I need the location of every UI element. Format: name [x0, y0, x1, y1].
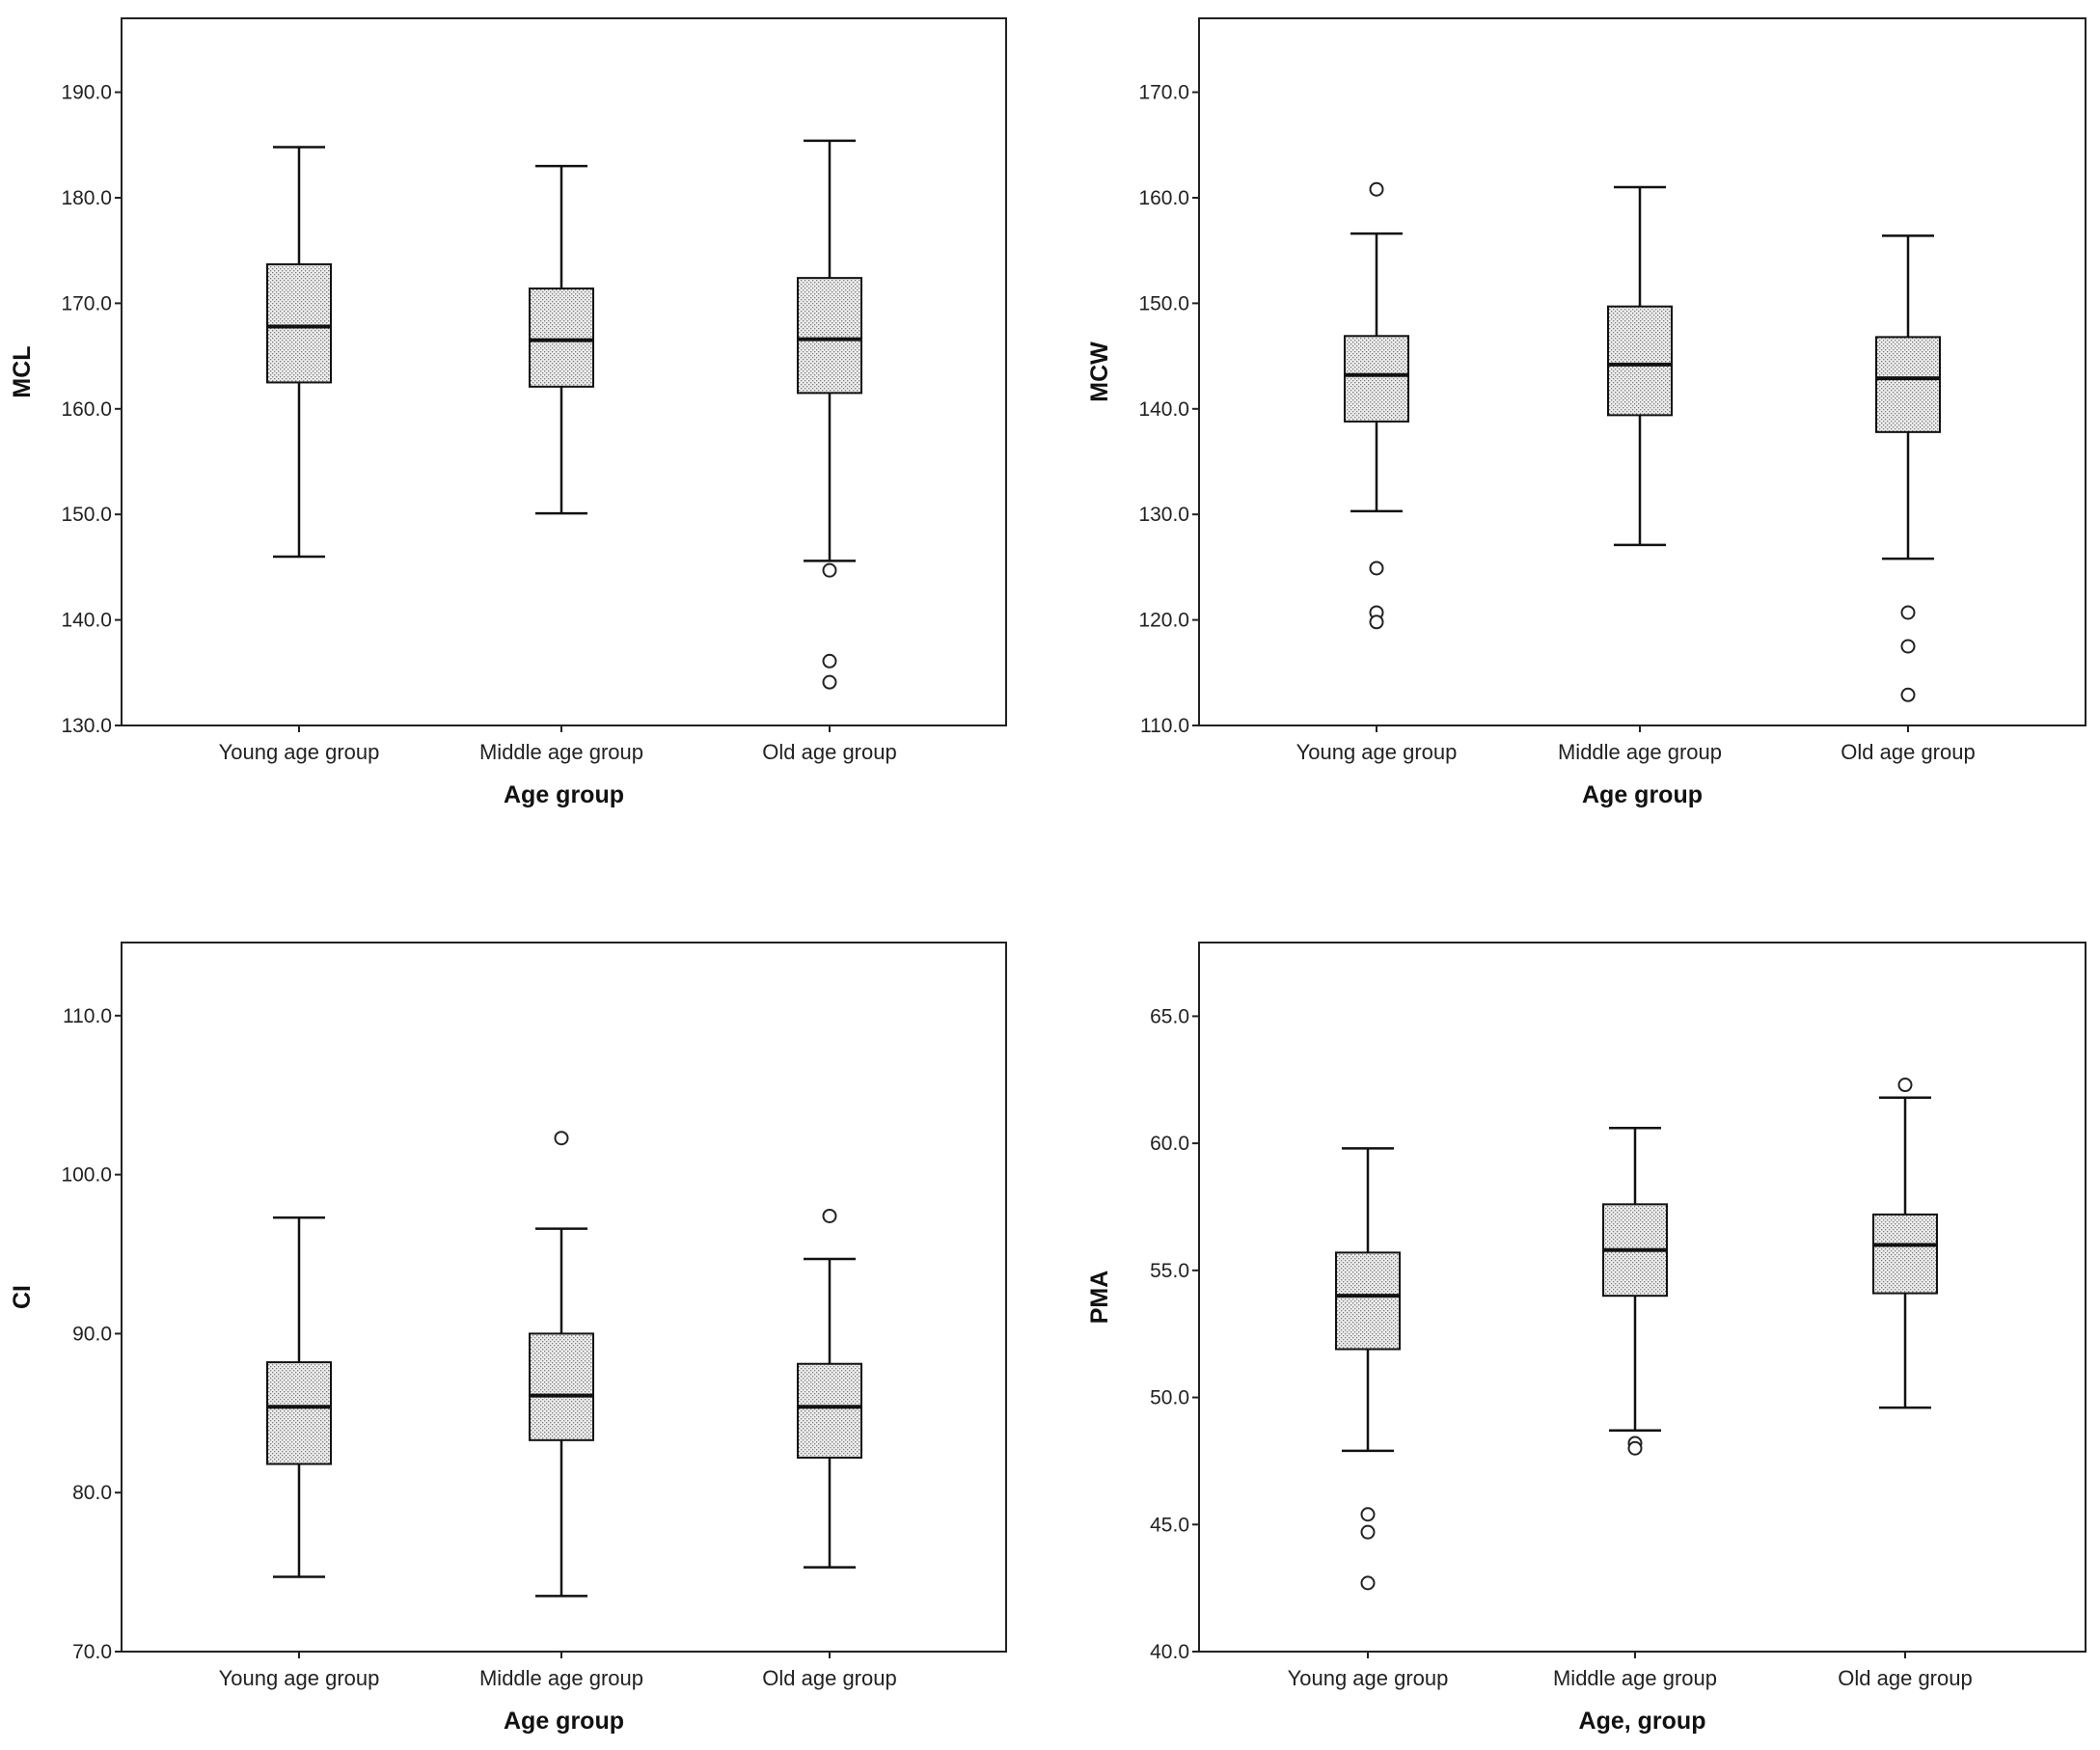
chart-panel-mcl: 130.0 140.0 150.0 160.0 170.0 180.0 190.0 Young… [9, 17, 1007, 808]
iqr-box [1875, 336, 1941, 433]
y-tick-label: 110.0 [1140, 715, 1189, 737]
chart-panel-mcw: 110.0 120.0 130.0 140.0 150.0 160.0 170.0 Young… [1086, 17, 2086, 808]
outlier-point [554, 1131, 569, 1146]
outlier-point [1900, 687, 1916, 702]
y-axis-title: PMA [1086, 1271, 1113, 1325]
y-tick-label: 55.0 [1150, 1260, 1189, 1282]
y-tick-label: 110.0 [63, 1005, 112, 1027]
x-tick-label: Old age group [1841, 740, 1975, 764]
chart-panel-ci: 70.0 80.0 90.0 100.0 110.0 Young age group Mid… [9, 942, 1007, 1735]
y-tick-label: 160.0 [1138, 187, 1189, 209]
y-tick-label: 150.0 [1138, 292, 1189, 314]
outlier-point [822, 562, 837, 578]
y-tick-label: 180.0 [61, 187, 112, 209]
y-tick-label: 130.0 [1138, 504, 1189, 526]
y-tick-label: 140.0 [1138, 398, 1189, 421]
outlier-point [822, 674, 837, 690]
box-3 [1875, 234, 1941, 702]
iqr-box [1344, 335, 1409, 423]
x-tick-label: Old age group [762, 740, 896, 764]
outlier-point [822, 653, 837, 669]
x-tick-label: Old age group [1838, 1666, 1972, 1690]
outlier-point [1369, 561, 1384, 576]
x-tick-label: Old age group [762, 1666, 896, 1690]
y-tick-label: 170.0 [61, 292, 112, 314]
plot-frame [121, 17, 1007, 726]
x-tick-label: Middle age group [479, 1666, 643, 1690]
y-axis-title: MCW [1086, 342, 1113, 402]
y-tick-label: 140.0 [61, 610, 112, 632]
chart-panel-pma: 40.0 45.0 50.0 55.0 60.0 65.0 Young age group M… [1086, 942, 2086, 1735]
outlier-point [1627, 1440, 1643, 1456]
y-tick-label: 60.0 [1150, 1133, 1189, 1155]
plot-frame [1198, 17, 2086, 726]
y-tick-label: 45.0 [1150, 1514, 1189, 1536]
box-1 [1344, 181, 1409, 630]
box-3 [797, 1208, 862, 1569]
iqr-box [1607, 305, 1673, 417]
box-2 [1602, 1127, 1668, 1456]
box-2 [1607, 185, 1673, 547]
box-1 [1335, 1147, 1401, 1591]
y-tick-label: 70.0 [72, 1641, 112, 1663]
box-3 [1872, 1078, 1938, 1409]
iqr-box [529, 287, 594, 388]
box-2 [529, 1131, 594, 1598]
iqr-box [797, 277, 862, 395]
x-tick-label: Young age group [1296, 740, 1458, 764]
outlier-point [1369, 615, 1384, 630]
x-axis-title: Age group [504, 1708, 624, 1735]
y-tick-label: 150.0 [61, 504, 112, 526]
x-tick-label: Young age group [1288, 1666, 1449, 1690]
outlier-point [1897, 1078, 1913, 1093]
y-tick-label: 190.0 [61, 82, 112, 104]
box-1 [266, 146, 332, 559]
plot-frame [1198, 942, 2086, 1653]
y-axis-title: MCL [9, 345, 36, 397]
box-2 [529, 164, 594, 515]
x-axis-title: Age group [1582, 781, 1703, 808]
iqr-box [266, 1361, 332, 1465]
iqr-box [529, 1332, 594, 1441]
y-tick-label: 160.0 [61, 398, 112, 421]
x-tick-label: Young age group [219, 740, 380, 764]
plot-frame [121, 942, 1007, 1653]
y-tick-label: 170.0 [1138, 82, 1189, 104]
outlier-point [1369, 181, 1384, 197]
x-tick-label: Middle age group [479, 740, 643, 764]
outlier-point [1900, 639, 1916, 654]
x-tick-label: Young age group [219, 1666, 380, 1690]
y-tick-label: 100.0 [61, 1164, 112, 1187]
iqr-box [797, 1362, 862, 1459]
x-tick-label: Middle age group [1553, 1666, 1717, 1690]
box-3 [797, 139, 862, 690]
y-tick-label: 90.0 [72, 1323, 112, 1345]
x-axis-title: Age group [504, 781, 624, 808]
iqr-box [266, 262, 332, 384]
y-tick-label: 130.0 [61, 715, 112, 737]
y-tick-label: 80.0 [72, 1482, 112, 1504]
y-tick-label: 65.0 [1150, 1005, 1189, 1027]
iqr-box [1335, 1251, 1401, 1351]
outlier-point [1900, 605, 1916, 620]
x-tick-label: Middle age group [1558, 740, 1722, 764]
outlier-point [822, 1208, 837, 1223]
x-axis-title: Age, group [1579, 1708, 1706, 1735]
y-tick-label: 40.0 [1150, 1641, 1189, 1663]
y-tick-label: 50.0 [1150, 1387, 1189, 1409]
outlier-point [1360, 1524, 1376, 1540]
outlier-point [1360, 1507, 1376, 1522]
box-1 [266, 1216, 332, 1578]
y-axis-title: CI [9, 1285, 36, 1309]
outlier-point [1360, 1575, 1376, 1591]
y-tick-label: 120.0 [1138, 610, 1189, 632]
iqr-box [1872, 1213, 1938, 1295]
